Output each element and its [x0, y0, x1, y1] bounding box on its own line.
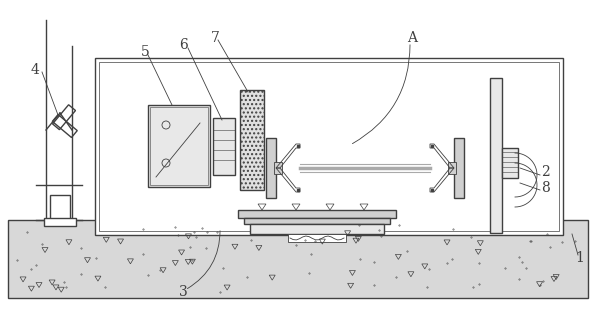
Bar: [44, 218, 76, 226]
Text: 5: 5: [141, 45, 150, 59]
Bar: [50, 195, 70, 220]
Bar: [454, 138, 464, 198]
Bar: [148, 105, 210, 187]
Text: 8: 8: [541, 181, 550, 195]
Bar: [244, 218, 390, 224]
Bar: [448, 162, 456, 174]
Text: 6: 6: [179, 38, 188, 52]
Bar: [95, 58, 563, 235]
Bar: [99, 62, 559, 231]
Bar: [8, 220, 588, 298]
Bar: [213, 118, 235, 175]
Bar: [250, 224, 384, 234]
Bar: [238, 210, 396, 218]
Bar: [240, 90, 264, 190]
Bar: [288, 234, 346, 242]
Text: 1: 1: [575, 251, 584, 265]
Text: 7: 7: [210, 31, 219, 45]
Bar: [150, 107, 208, 185]
Text: 2: 2: [541, 165, 550, 179]
Bar: [502, 148, 518, 178]
Text: A: A: [407, 31, 417, 45]
Text: 4: 4: [30, 63, 39, 77]
Text: 3: 3: [179, 285, 187, 299]
Bar: [266, 138, 276, 198]
Bar: [490, 78, 502, 233]
Bar: [274, 162, 282, 174]
